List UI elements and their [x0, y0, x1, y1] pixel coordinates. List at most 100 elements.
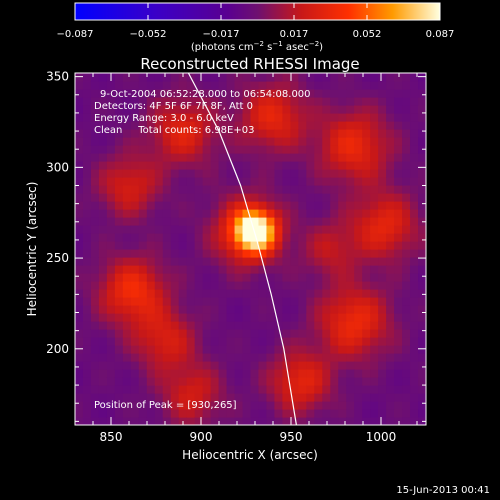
heatmap-cell	[122, 177, 132, 186]
heatmap-cell	[362, 209, 371, 218]
heatmap-cell	[130, 353, 140, 362]
y-tick-label: 200	[46, 342, 69, 356]
heatmap-cell	[258, 369, 268, 378]
heatmap-cell	[250, 177, 260, 186]
heatmap-cell	[122, 369, 132, 378]
heatmap-cell	[346, 305, 355, 314]
heatmap-cell	[122, 393, 132, 402]
heatmap-cell	[378, 113, 387, 122]
heatmap-cell	[146, 201, 156, 210]
timestamp: 15-Jun-2013 00:41	[396, 485, 490, 496]
heatmap-cell	[298, 97, 307, 106]
heatmap-cell	[354, 289, 363, 298]
heatmap-cell	[298, 89, 307, 98]
peak-position-label: Position of Peak = [930,265]	[94, 400, 237, 411]
heatmap-cell	[162, 97, 172, 106]
colorbar-tick-label: 0.052	[353, 29, 382, 40]
heatmap-cell	[202, 297, 212, 306]
heatmap-cell	[306, 121, 315, 130]
heatmap-cell	[354, 81, 363, 90]
heatmap-cell	[162, 169, 172, 178]
heatmap-cell	[154, 153, 164, 162]
heatmap-cell	[90, 353, 100, 362]
heatmap-cell	[330, 353, 339, 362]
heatmap-cell	[354, 225, 363, 234]
heatmap-cell	[298, 185, 307, 194]
heatmap-cell	[130, 217, 140, 226]
heatmap-cell	[146, 225, 156, 234]
heatmap-cell	[290, 161, 299, 170]
heatmap-cell	[330, 401, 339, 410]
colorbar-tick-label: 0.087	[426, 29, 455, 40]
heatmap-cell	[386, 177, 395, 186]
heatmap-cell	[314, 393, 323, 402]
heatmap-cell	[218, 185, 228, 194]
heatmap-cell	[242, 337, 252, 346]
heatmap-cell	[218, 401, 228, 410]
heatmap-cell	[330, 185, 339, 194]
heatmap-cell	[346, 73, 355, 82]
heatmap-cell	[402, 369, 411, 378]
heatmap-cell	[114, 193, 124, 202]
heatmap-cell	[338, 97, 347, 106]
heatmap-cell	[338, 185, 347, 194]
heatmap-cell	[154, 345, 164, 354]
heatmap-cell	[194, 209, 204, 218]
heatmap-cell	[130, 281, 140, 290]
heatmap-cell	[218, 177, 228, 186]
heatmap-cell	[122, 201, 132, 210]
heatmap-cell	[98, 297, 108, 306]
heatmap-cell	[82, 73, 92, 82]
heatmap-cell	[354, 377, 363, 386]
heatmap-cell	[410, 297, 419, 306]
heatmap-cell	[114, 257, 124, 266]
heatmap-cell	[170, 417, 180, 425]
info-line-detectors: Detectors: 4F 5F 6F 7F 8F, Att 0	[94, 101, 253, 112]
heatmap-cell	[314, 233, 323, 242]
heatmap-cell	[314, 169, 323, 178]
heatmap-cell	[410, 169, 419, 178]
heatmap-cell	[122, 137, 132, 146]
heatmap-cell	[162, 361, 172, 370]
heatmap-cell	[90, 161, 100, 170]
heatmap-cell	[90, 145, 100, 154]
heatmap-cell	[402, 401, 411, 410]
heatmap-cell	[154, 73, 164, 82]
heatmap-cell	[346, 161, 355, 170]
heatmap-cell	[82, 337, 92, 346]
heatmap-cell	[226, 161, 236, 170]
heatmap-cell	[338, 89, 347, 98]
heatmap-cell	[282, 153, 291, 162]
heatmap-cell	[322, 393, 331, 402]
heatmap-cell	[250, 289, 260, 298]
heatmap-cell	[402, 265, 411, 274]
heatmap-cell	[226, 297, 236, 306]
heatmap-cell	[386, 201, 395, 210]
heatmap-cell	[274, 137, 284, 146]
heatmap-cell	[162, 177, 172, 186]
heatmap-cell	[75, 153, 84, 162]
heatmap-cell	[75, 297, 84, 306]
heatmap-cell	[306, 417, 315, 425]
heatmap-cell	[282, 161, 291, 170]
heatmap-cell	[386, 377, 395, 386]
heatmap-cell	[290, 241, 299, 250]
heatmap-cell	[386, 257, 395, 266]
heatmap-cell	[322, 297, 331, 306]
heatmap-cell	[146, 369, 156, 378]
heatmap-cell	[298, 417, 307, 425]
heatmap-cell	[202, 257, 212, 266]
heatmap-cell	[306, 337, 315, 346]
heatmap-cell	[266, 393, 276, 402]
heatmap-cell	[202, 313, 212, 322]
heatmap-cell	[218, 209, 228, 218]
heatmap-cell	[306, 201, 315, 210]
heatmap-cell	[402, 97, 411, 106]
heatmap-cell	[346, 121, 355, 130]
heatmap-cell	[170, 241, 180, 250]
heatmap-cell	[194, 417, 204, 425]
heatmap-cell	[154, 329, 164, 338]
heatmap-cell	[202, 193, 212, 202]
heatmap-cell	[346, 145, 355, 154]
heatmap-cell	[90, 105, 100, 114]
